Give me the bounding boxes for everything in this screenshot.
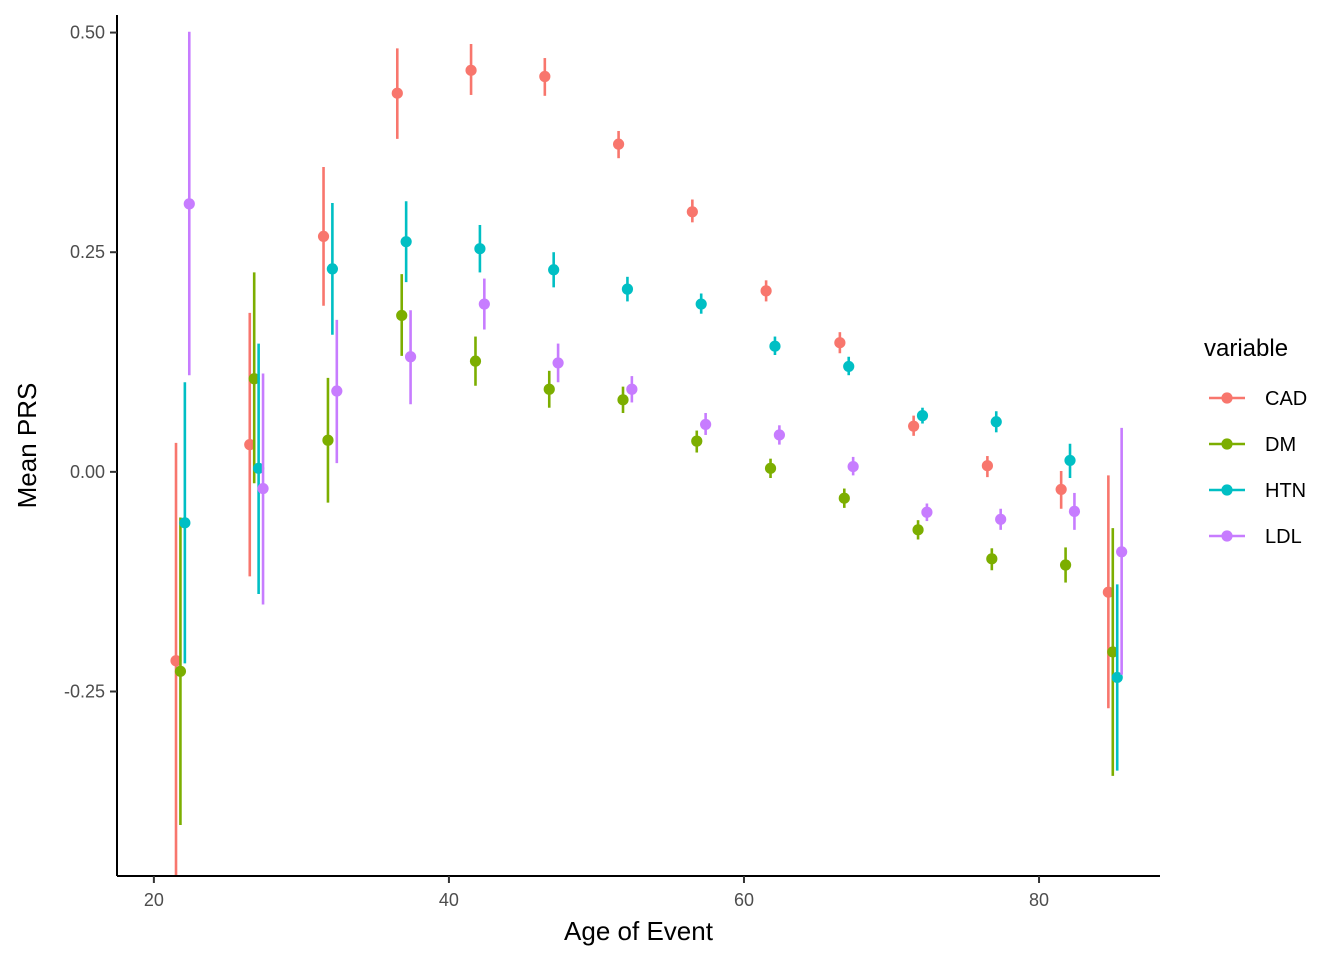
data-point bbox=[326, 263, 338, 275]
legend-title: variable bbox=[1204, 335, 1288, 362]
legend-label: LDL bbox=[1265, 526, 1302, 548]
legend-key-point bbox=[1221, 392, 1233, 404]
data-point bbox=[986, 553, 998, 565]
data-point bbox=[474, 243, 486, 255]
data-point bbox=[612, 138, 625, 150]
x-tick-label: 20 bbox=[144, 890, 164, 910]
data-point bbox=[843, 360, 855, 373]
y-tick-label: 0.00 bbox=[70, 462, 105, 482]
data-point bbox=[170, 655, 182, 667]
series-ldl bbox=[183, 31, 1128, 675]
data-point bbox=[174, 665, 187, 677]
series-dm bbox=[174, 272, 1119, 826]
y-axis-title: Mean PRS bbox=[12, 383, 42, 509]
data-point bbox=[331, 385, 343, 397]
data-point bbox=[691, 435, 703, 447]
data-point bbox=[1059, 559, 1072, 571]
data-point bbox=[834, 337, 846, 349]
data-point bbox=[404, 351, 417, 363]
series-htn bbox=[179, 201, 1123, 771]
data-point bbox=[548, 264, 560, 276]
y-axis-ticks: 0.50 0.25 0.00 -0.25 bbox=[64, 23, 117, 702]
legend-item-cad: CAD bbox=[1209, 388, 1307, 410]
x-axis-ticks: 20 40 60 80 bbox=[144, 876, 1049, 910]
data-point bbox=[908, 420, 920, 432]
data-point bbox=[317, 230, 330, 242]
data-point bbox=[539, 70, 551, 83]
legend-key-point bbox=[1221, 484, 1233, 496]
data-point bbox=[769, 340, 781, 352]
data-point bbox=[1111, 671, 1123, 684]
data-point bbox=[1107, 646, 1119, 658]
series-cad bbox=[170, 43, 1114, 876]
data-point bbox=[469, 355, 482, 367]
data-point bbox=[686, 206, 698, 218]
y-tick-label: 0.50 bbox=[70, 23, 105, 43]
legend-item-htn: HTN bbox=[1209, 480, 1306, 502]
data-point bbox=[322, 434, 334, 446]
data-point bbox=[248, 373, 260, 385]
axes: 20 40 60 80 0.500.250.00-0.25 Age of Event … bbox=[12, 15, 1160, 946]
data-point bbox=[990, 416, 1002, 428]
data-point bbox=[621, 283, 634, 295]
x-tick-label: 40 bbox=[439, 890, 459, 910]
data-point bbox=[764, 462, 777, 474]
legend-item-dm: DM bbox=[1209, 434, 1296, 456]
data-point bbox=[183, 198, 195, 210]
data-point bbox=[700, 418, 712, 431]
data-point bbox=[253, 462, 265, 474]
x-tick-label: 80 bbox=[1029, 890, 1049, 910]
data-point bbox=[1055, 483, 1067, 496]
data-point bbox=[244, 439, 256, 451]
data-point bbox=[921, 506, 933, 518]
x-axis-title: Age of Event bbox=[564, 916, 714, 946]
data-point bbox=[981, 460, 993, 472]
data-point bbox=[995, 513, 1007, 525]
data-point bbox=[257, 482, 269, 495]
data-point bbox=[1068, 505, 1081, 517]
data-point bbox=[760, 285, 772, 297]
data-point bbox=[478, 298, 490, 310]
data-point bbox=[626, 383, 638, 395]
data-point bbox=[773, 429, 785, 441]
data-point bbox=[617, 394, 629, 406]
data-point bbox=[391, 87, 403, 99]
y-tick-label: -0.25 bbox=[64, 682, 105, 702]
y-tick-label: 0.25 bbox=[70, 242, 105, 262]
plot-area bbox=[170, 31, 1128, 876]
legend-key-point bbox=[1221, 530, 1233, 542]
data-point bbox=[1064, 454, 1076, 467]
x-tick-label: 60 bbox=[734, 890, 754, 910]
data-point bbox=[400, 236, 412, 248]
data-point bbox=[1102, 586, 1114, 598]
legend-key-point bbox=[1221, 438, 1233, 450]
data-point bbox=[916, 410, 929, 422]
legend-label: HTN bbox=[1265, 480, 1306, 502]
data-point bbox=[847, 460, 859, 473]
legend-label: DM bbox=[1265, 434, 1296, 456]
data-point bbox=[838, 492, 850, 504]
legend-items: CAD DM HTN LDL bbox=[1209, 388, 1307, 548]
legend-item-ldl: LDL bbox=[1209, 526, 1302, 548]
legend: variable CAD DM HTN LDL bbox=[1204, 335, 1307, 548]
data-point bbox=[396, 309, 408, 322]
data-point bbox=[695, 298, 707, 310]
data-point bbox=[179, 517, 191, 529]
data-point bbox=[912, 524, 924, 536]
data-point bbox=[465, 64, 477, 76]
data-point bbox=[543, 383, 555, 395]
legend-label: CAD bbox=[1265, 388, 1307, 410]
data-point bbox=[552, 357, 564, 369]
data-point bbox=[1116, 546, 1128, 558]
